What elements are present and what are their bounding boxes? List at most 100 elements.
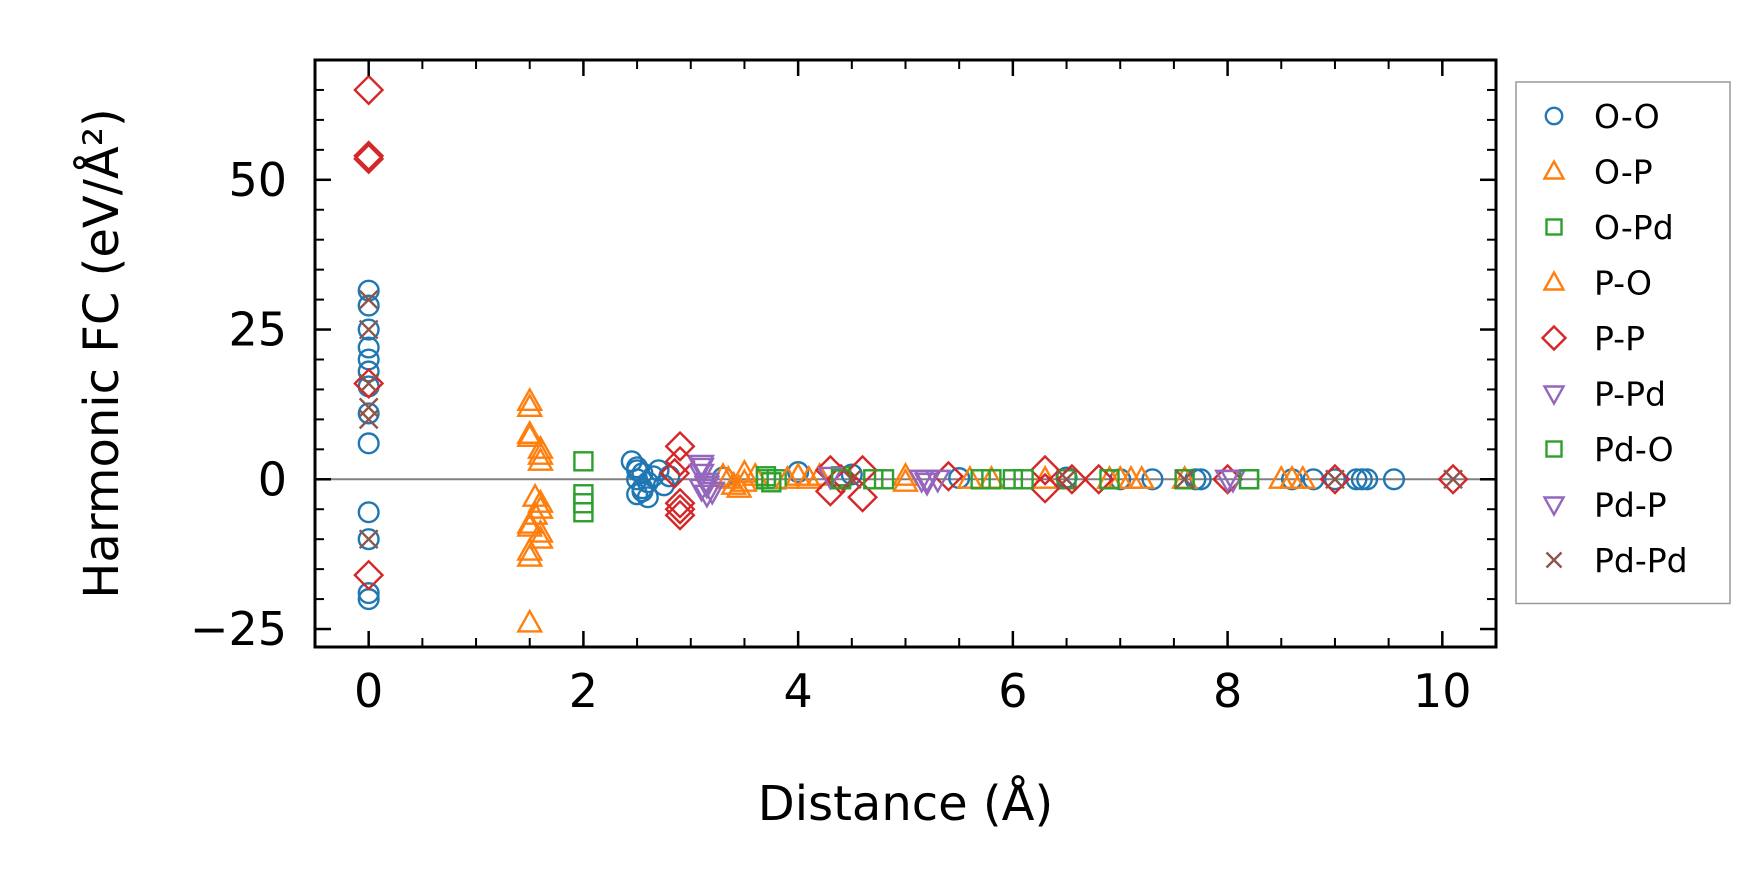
data-point xyxy=(357,528,380,551)
data-point xyxy=(956,464,984,489)
data-point xyxy=(970,469,991,490)
data-point xyxy=(688,457,715,482)
data-point xyxy=(1356,468,1379,491)
data-point xyxy=(626,459,649,482)
x-tick-label: 6 xyxy=(998,664,1027,718)
data-point xyxy=(814,475,846,507)
data-point xyxy=(516,536,544,561)
data-point xyxy=(516,509,544,534)
data-point xyxy=(358,373,379,394)
data-point xyxy=(863,469,884,490)
data-point xyxy=(631,480,654,503)
data-point xyxy=(664,430,696,462)
data-point xyxy=(1106,464,1134,489)
data-point xyxy=(358,409,379,430)
data-point xyxy=(1029,472,1061,504)
data-point xyxy=(516,608,544,633)
data-point xyxy=(1345,468,1368,491)
data-point xyxy=(353,74,385,106)
y-tick-label: 50 xyxy=(228,153,287,207)
data-point xyxy=(688,454,715,479)
data-point xyxy=(698,481,726,506)
data-point xyxy=(353,140,385,172)
data-point xyxy=(773,464,801,489)
data-point xyxy=(636,486,659,509)
series-pd-p xyxy=(688,457,1242,506)
data-point xyxy=(1002,469,1024,490)
data-point xyxy=(357,432,380,455)
data-point xyxy=(841,469,862,490)
data-point xyxy=(353,367,385,399)
data-point xyxy=(1302,468,1325,491)
legend-label: Pd-Pd xyxy=(1594,541,1688,580)
legend-marker xyxy=(1545,218,1563,236)
legend-label: P-P xyxy=(1594,319,1645,358)
y-axis-label: Harmonic FC (eV/Å²) xyxy=(73,108,130,598)
data-point xyxy=(516,422,544,447)
legend-entry: O-P xyxy=(1542,153,1653,192)
data-point xyxy=(1319,463,1351,495)
data-point xyxy=(1128,464,1156,489)
data-point xyxy=(816,466,844,491)
legend-label: P-Pd xyxy=(1594,375,1666,414)
data-point xyxy=(840,463,863,486)
data-point xyxy=(892,467,919,492)
legend-box xyxy=(1515,81,1731,605)
legend-label: Pd-P xyxy=(1594,486,1667,525)
y-tick-label: 0 xyxy=(258,452,287,506)
data-point xyxy=(647,459,670,482)
data-point xyxy=(1056,469,1077,490)
data-point xyxy=(1350,468,1373,491)
data-point xyxy=(1278,464,1306,489)
legend-marker xyxy=(1540,324,1568,352)
legend-marker xyxy=(1542,385,1566,406)
data-point xyxy=(913,472,941,497)
legend: O-O O-P O-Pd P-O P-P P-Pd Pd-O Pd-P Pd-Pd xyxy=(1515,81,1731,605)
legend-marker xyxy=(1542,496,1566,517)
data-point xyxy=(1382,468,1406,491)
data-point xyxy=(1238,469,1260,490)
data-point xyxy=(1099,469,1120,490)
data-point xyxy=(731,467,758,492)
data-point xyxy=(357,348,380,371)
series-p-p xyxy=(353,74,1469,591)
data-point xyxy=(527,440,554,465)
data-point xyxy=(1083,463,1115,495)
legend-label: Pd-O xyxy=(1594,430,1674,469)
data-point xyxy=(1174,469,1195,490)
y-tick-label: −25 xyxy=(190,602,287,656)
data-point xyxy=(761,472,782,493)
data-point xyxy=(725,473,753,498)
data-point xyxy=(357,294,380,317)
data-point xyxy=(573,502,594,523)
x-tick-label: 10 xyxy=(1413,664,1472,718)
data-point xyxy=(720,470,748,495)
data-point xyxy=(357,318,380,341)
data-point xyxy=(358,289,379,310)
data-point xyxy=(981,469,1002,490)
data-point xyxy=(527,524,554,549)
data-point xyxy=(527,446,554,471)
legend-marker xyxy=(1544,106,1564,126)
x-tick-label: 2 xyxy=(569,664,598,718)
data-point xyxy=(357,402,380,425)
data-point xyxy=(357,360,380,383)
data-point xyxy=(357,501,380,524)
data-point xyxy=(516,542,544,567)
data-point xyxy=(830,469,852,490)
data-point xyxy=(358,319,379,340)
x-axis-label: Distance (Å) xyxy=(758,775,1053,832)
legend-entry: P-P xyxy=(1540,319,1645,358)
data-point xyxy=(353,559,385,591)
series-o-p xyxy=(516,386,1317,633)
legend-entry: Pd-O xyxy=(1545,430,1674,469)
data-point xyxy=(1174,469,1195,490)
data-point xyxy=(693,475,721,500)
data-point xyxy=(1323,468,1346,491)
data-point xyxy=(516,386,544,412)
data-point xyxy=(908,469,936,494)
data-point xyxy=(924,469,952,494)
data-point xyxy=(357,336,380,359)
data-point xyxy=(527,494,554,519)
